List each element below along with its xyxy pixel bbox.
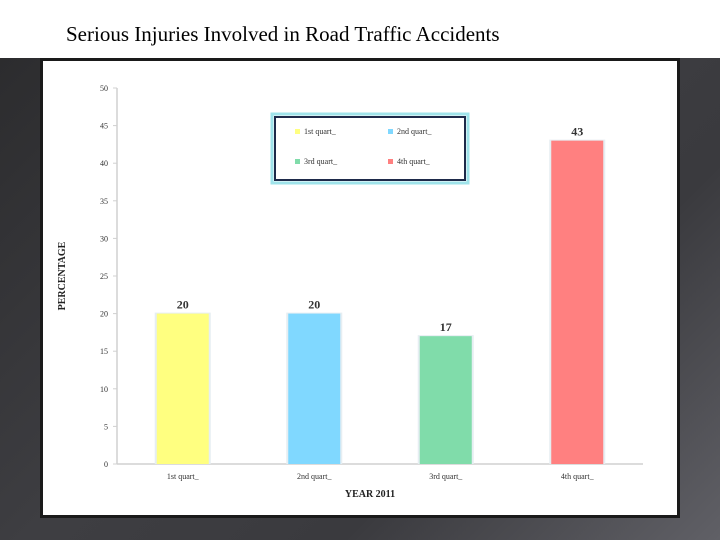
legend-label: 2nd quart_ xyxy=(397,127,432,136)
bar-2 xyxy=(288,313,341,464)
data-label: 43 xyxy=(571,125,583,139)
slide-header-band xyxy=(0,0,720,58)
legend-label: 3rd quart_ xyxy=(304,157,338,166)
legend-label: 1st quart_ xyxy=(304,127,337,136)
y-tick-label: 5 xyxy=(104,422,108,431)
y-tick-label: 25 xyxy=(100,272,108,281)
y-tick-label: 30 xyxy=(100,234,108,243)
y-tick-label: 10 xyxy=(100,385,108,394)
x-tick-label: 2nd quart_ xyxy=(297,472,332,481)
legend-box xyxy=(274,116,466,181)
legend-swatch-4 xyxy=(388,159,393,164)
legend-glow xyxy=(270,112,470,185)
data-label: 20 xyxy=(177,298,189,312)
y-axis-title: PERCENTAGE xyxy=(57,241,68,310)
y-tick-label: 20 xyxy=(100,310,108,319)
y-tick-label: 35 xyxy=(100,197,108,206)
bar-chart: 0 5 10 15 20 25 30 35 40 45 50 PERCENTAGE 20 1st quar… xyxy=(57,84,643,500)
legend-label: 4th quart_ xyxy=(397,157,431,166)
y-tick-label: 45 xyxy=(100,122,108,131)
x-tick-label: 1st quart_ xyxy=(167,472,200,481)
data-label: 17 xyxy=(440,320,452,334)
legend-swatch-1 xyxy=(295,129,300,134)
legend-swatch-3 xyxy=(295,159,300,164)
y-tick-label: 40 xyxy=(100,159,108,168)
slide-title: Serious Injuries Involved in Road Traffi… xyxy=(66,22,500,46)
y-tick-label: 50 xyxy=(100,84,108,93)
y-tick-label: 0 xyxy=(104,460,108,469)
bar-4 xyxy=(551,140,604,464)
legend-swatch-2 xyxy=(388,129,393,134)
x-tick-label: 4th quart_ xyxy=(561,472,595,481)
chart-frame: 0 5 10 15 20 25 30 35 40 45 50 PERCENTAGE 20 1st quar… xyxy=(40,58,680,518)
data-label: 20 xyxy=(308,298,320,312)
bar-1 xyxy=(156,313,209,464)
y-tick-label: 15 xyxy=(100,347,108,356)
x-tick-label: 3rd quart_ xyxy=(429,472,463,481)
bar-3 xyxy=(419,336,472,464)
x-axis-title: YEAR 2011 xyxy=(345,489,395,500)
